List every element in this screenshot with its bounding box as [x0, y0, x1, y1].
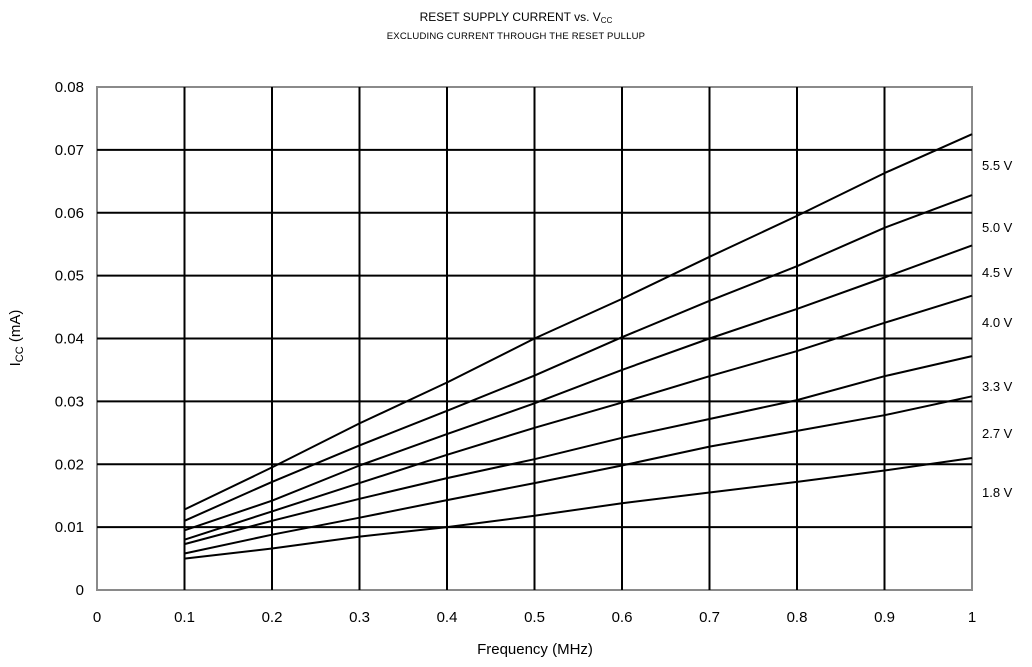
y-axis-ticks: 0 0.01 0.02 0.03 0.04 0.05 0.06 0.07 0.08: [55, 79, 84, 599]
series-label: 2.7 V: [982, 426, 1013, 441]
series-labels: 5.5 V 5.0 V 4.5 V 4.0 V 3.3 V 2.7 V 1.8 V: [982, 158, 1013, 500]
series-label: 3.3 V: [982, 379, 1013, 394]
x-axis-label: Frequency (MHz): [477, 641, 593, 658]
series-line-4-0-V: [184, 294, 973, 541]
x-tick-label: 0.3: [349, 609, 370, 626]
x-tick-label: 0.8: [787, 609, 808, 626]
y-tick-label: 0.02: [55, 456, 84, 473]
y-axis-label: ICC (mA): [7, 310, 26, 367]
x-tick-label: 0.2: [262, 609, 283, 626]
series-line-5-5-V: [184, 133, 973, 511]
series-line-3-3-V: [184, 355, 973, 546]
x-tick-label: 0.6: [612, 609, 633, 626]
y-tick-label: 0.07: [55, 142, 84, 159]
series-label: 5.0 V: [982, 220, 1013, 235]
series-label: 5.5 V: [982, 158, 1013, 173]
x-tick-label: 0.7: [699, 609, 720, 626]
series-label: 4.0 V: [982, 315, 1013, 330]
y-tick-label: 0.08: [55, 79, 84, 96]
y-tick-label: 0.06: [55, 205, 84, 222]
x-tick-label: 0.1: [174, 609, 195, 626]
series-lines: [184, 133, 973, 560]
chart-subtitle: EXCLUDING CURRENT THROUGH THE RESET PULL…: [386, 31, 646, 42]
chart-title: RESET SUPPLY CURRENT vs. VCC: [419, 10, 613, 25]
x-tick-label: 0.5: [524, 609, 545, 626]
y-tick-label: 0.05: [55, 268, 84, 285]
x-tick-label: 0.9: [874, 609, 895, 626]
y-tick-label: 0.03: [55, 393, 84, 410]
x-tick-label: 1: [968, 609, 976, 626]
x-tick-label: 0.4: [437, 609, 458, 626]
series-label: 1.8 V: [982, 485, 1013, 500]
series-line-5-0-V: [184, 194, 973, 522]
y-tick-label: 0.01: [55, 519, 84, 536]
series-line-1-8-V: [184, 457, 973, 560]
x-tick-label: 0: [93, 609, 101, 626]
y-tick-label: 0.04: [55, 331, 84, 348]
series-line-4-5-V: [184, 244, 973, 532]
grid: [96, 86, 973, 591]
series-label: 4.5 V: [982, 265, 1013, 280]
y-tick-label: 0: [76, 582, 84, 599]
x-axis-ticks: 0 0.1 0.2 0.3 0.4 0.5 0.6 0.7 0.8 0.9 1: [93, 609, 976, 626]
series-line-2-7-V: [184, 395, 973, 555]
